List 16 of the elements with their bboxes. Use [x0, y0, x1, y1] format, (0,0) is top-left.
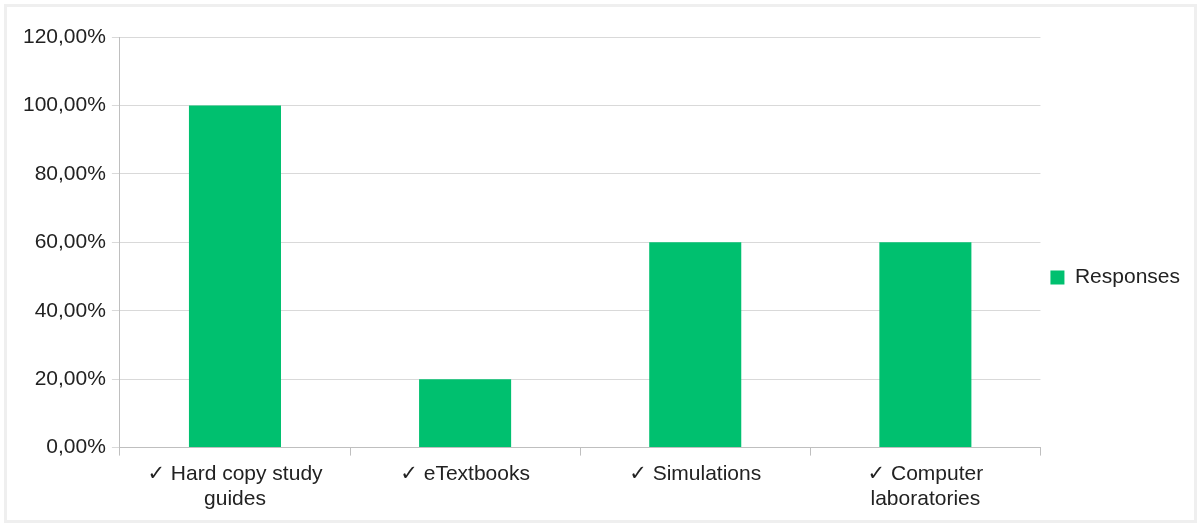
y-tick-label: 0,00% — [46, 434, 106, 458]
bar — [419, 379, 512, 448]
y-tick-label: 60,00% — [34, 229, 106, 253]
x-tick-label: ✓ eTextbooks — [400, 461, 530, 484]
y-tick-label: 40,00% — [34, 297, 106, 321]
y-tick-label: 120,00% — [23, 23, 106, 47]
bar — [188, 105, 281, 448]
bar — [879, 242, 972, 448]
x-tick-label: ✓ Simulations — [629, 461, 762, 484]
y-tick-label: 100,00% — [23, 92, 106, 116]
x-tick-label: ✓ Hard copy study guides — [147, 461, 324, 510]
x-tick-label: ✓ Computer laboratories — [867, 461, 984, 510]
legend-label: Responses — [1074, 264, 1180, 288]
bar — [649, 242, 742, 448]
y-tick-label: 80,00% — [34, 160, 106, 184]
y-tick-label: 20,00% — [34, 365, 106, 389]
